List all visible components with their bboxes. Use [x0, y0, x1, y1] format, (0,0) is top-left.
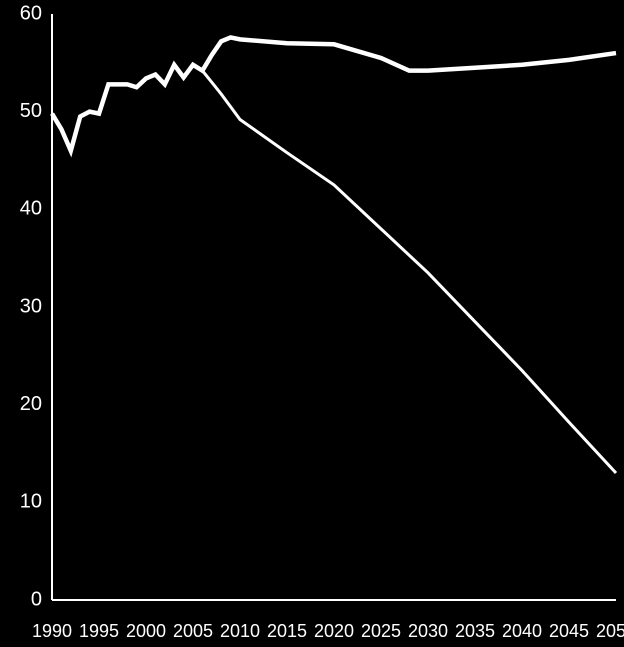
y-tick-label: 10 [20, 491, 42, 513]
x-tick-label: 2005 [173, 621, 213, 641]
x-tick-label: 2035 [455, 621, 495, 641]
x-tick-label: 1995 [79, 621, 119, 641]
x-tick-label: 2025 [361, 621, 401, 641]
x-tick-label: 2040 [502, 621, 542, 641]
line-chart: 0102030405060199019952000200520102015202… [0, 0, 624, 647]
x-tick-label: 2045 [549, 621, 589, 641]
x-tick-label: 2010 [220, 621, 260, 641]
x-tick-label: 1990 [32, 621, 72, 641]
x-tick-label: 2050 [596, 621, 624, 641]
chart-background [0, 0, 624, 647]
y-tick-label: 40 [20, 198, 42, 220]
y-tick-label: 60 [20, 2, 42, 24]
x-tick-label: 2000 [126, 621, 166, 641]
chart-canvas: 0102030405060199019952000200520102015202… [0, 0, 624, 647]
x-tick-label: 2030 [408, 621, 448, 641]
y-tick-label: 0 [31, 588, 42, 610]
x-tick-label: 2015 [267, 621, 307, 641]
x-tick-label: 2020 [314, 621, 354, 641]
y-tick-label: 20 [20, 393, 42, 415]
y-tick-label: 30 [20, 295, 42, 317]
y-tick-label: 50 [20, 100, 42, 122]
